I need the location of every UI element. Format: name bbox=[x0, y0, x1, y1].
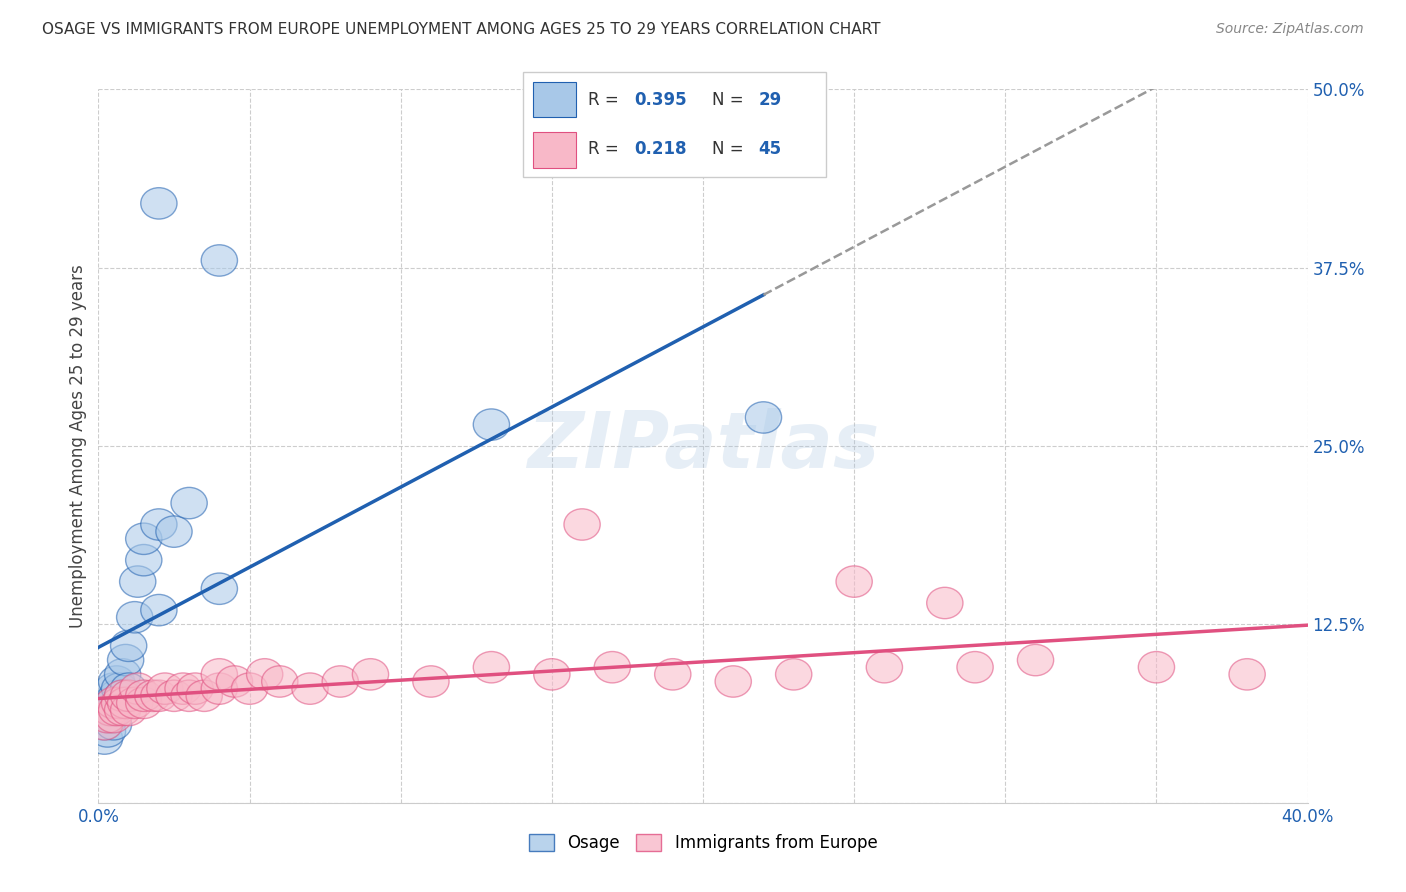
Ellipse shape bbox=[927, 587, 963, 619]
Ellipse shape bbox=[120, 673, 156, 705]
Ellipse shape bbox=[101, 687, 138, 719]
Ellipse shape bbox=[86, 723, 122, 755]
Ellipse shape bbox=[165, 673, 201, 705]
Ellipse shape bbox=[135, 680, 172, 712]
Ellipse shape bbox=[107, 687, 143, 719]
Ellipse shape bbox=[186, 680, 222, 712]
Text: N =: N = bbox=[711, 91, 749, 109]
Ellipse shape bbox=[534, 658, 569, 690]
Y-axis label: Unemployment Among Ages 25 to 29 years: Unemployment Among Ages 25 to 29 years bbox=[69, 264, 87, 628]
Ellipse shape bbox=[156, 680, 193, 712]
Ellipse shape bbox=[172, 680, 207, 712]
Text: 0.395: 0.395 bbox=[634, 91, 688, 109]
Ellipse shape bbox=[96, 708, 132, 740]
Ellipse shape bbox=[90, 701, 125, 733]
Ellipse shape bbox=[201, 673, 238, 705]
Ellipse shape bbox=[172, 487, 207, 519]
FancyBboxPatch shape bbox=[533, 132, 576, 168]
Text: N =: N = bbox=[711, 141, 749, 159]
Ellipse shape bbox=[104, 658, 141, 690]
Text: 45: 45 bbox=[758, 141, 782, 159]
Text: R =: R = bbox=[588, 141, 630, 159]
Ellipse shape bbox=[837, 566, 872, 598]
Ellipse shape bbox=[86, 708, 122, 740]
Ellipse shape bbox=[98, 665, 135, 698]
Ellipse shape bbox=[595, 651, 630, 683]
Ellipse shape bbox=[474, 651, 509, 683]
Ellipse shape bbox=[101, 673, 138, 705]
Ellipse shape bbox=[1229, 658, 1265, 690]
Ellipse shape bbox=[98, 694, 135, 726]
Ellipse shape bbox=[232, 673, 267, 705]
Ellipse shape bbox=[716, 665, 751, 698]
Text: 0.218: 0.218 bbox=[634, 141, 688, 159]
Text: 29: 29 bbox=[758, 91, 782, 109]
Text: ZIPatlas: ZIPatlas bbox=[527, 408, 879, 484]
Ellipse shape bbox=[1018, 644, 1053, 676]
Ellipse shape bbox=[111, 673, 146, 705]
Ellipse shape bbox=[745, 401, 782, 434]
Ellipse shape bbox=[96, 694, 132, 726]
Ellipse shape bbox=[322, 665, 359, 698]
Ellipse shape bbox=[1139, 651, 1174, 683]
Ellipse shape bbox=[353, 658, 388, 690]
Ellipse shape bbox=[292, 673, 328, 705]
Ellipse shape bbox=[177, 673, 214, 705]
Ellipse shape bbox=[655, 658, 690, 690]
Ellipse shape bbox=[201, 244, 238, 277]
Ellipse shape bbox=[90, 694, 125, 726]
Legend: Osage, Immigrants from Europe: Osage, Immigrants from Europe bbox=[522, 827, 884, 859]
Ellipse shape bbox=[262, 665, 298, 698]
Ellipse shape bbox=[107, 644, 143, 676]
Text: OSAGE VS IMMIGRANTS FROM EUROPE UNEMPLOYMENT AMONG AGES 25 TO 29 YEARS CORRELATI: OSAGE VS IMMIGRANTS FROM EUROPE UNEMPLOY… bbox=[42, 22, 880, 37]
Ellipse shape bbox=[141, 508, 177, 541]
Ellipse shape bbox=[90, 715, 125, 747]
Ellipse shape bbox=[957, 651, 993, 683]
Ellipse shape bbox=[201, 658, 238, 690]
Ellipse shape bbox=[125, 544, 162, 576]
Ellipse shape bbox=[146, 673, 183, 705]
Ellipse shape bbox=[96, 687, 132, 719]
FancyBboxPatch shape bbox=[523, 72, 827, 178]
Ellipse shape bbox=[93, 687, 129, 719]
Ellipse shape bbox=[125, 687, 162, 719]
Ellipse shape bbox=[96, 701, 132, 733]
Ellipse shape bbox=[156, 516, 193, 548]
Ellipse shape bbox=[564, 508, 600, 541]
Ellipse shape bbox=[98, 680, 135, 712]
Ellipse shape bbox=[111, 694, 146, 726]
Ellipse shape bbox=[413, 665, 449, 698]
Ellipse shape bbox=[866, 651, 903, 683]
Ellipse shape bbox=[104, 680, 141, 712]
Ellipse shape bbox=[117, 687, 153, 719]
Ellipse shape bbox=[93, 694, 129, 726]
Ellipse shape bbox=[86, 708, 122, 740]
Ellipse shape bbox=[125, 523, 162, 555]
Ellipse shape bbox=[96, 687, 132, 719]
Ellipse shape bbox=[120, 566, 156, 598]
Ellipse shape bbox=[246, 658, 283, 690]
Ellipse shape bbox=[141, 680, 177, 712]
Ellipse shape bbox=[125, 680, 162, 712]
Ellipse shape bbox=[96, 673, 132, 705]
Ellipse shape bbox=[104, 680, 141, 712]
Ellipse shape bbox=[104, 694, 141, 726]
Ellipse shape bbox=[111, 680, 146, 712]
FancyBboxPatch shape bbox=[533, 82, 576, 118]
Ellipse shape bbox=[111, 630, 146, 662]
Ellipse shape bbox=[141, 594, 177, 626]
Ellipse shape bbox=[776, 658, 811, 690]
Ellipse shape bbox=[474, 409, 509, 441]
Ellipse shape bbox=[217, 665, 253, 698]
Ellipse shape bbox=[141, 187, 177, 219]
Ellipse shape bbox=[93, 701, 129, 733]
Text: Source: ZipAtlas.com: Source: ZipAtlas.com bbox=[1216, 22, 1364, 37]
Ellipse shape bbox=[201, 573, 238, 605]
Ellipse shape bbox=[117, 601, 153, 633]
Text: R =: R = bbox=[588, 91, 624, 109]
